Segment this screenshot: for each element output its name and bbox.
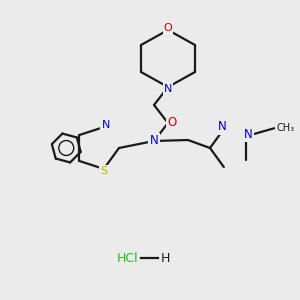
Text: N: N <box>102 120 110 130</box>
Text: N: N <box>164 84 172 94</box>
Text: N: N <box>218 121 226 134</box>
Text: S: S <box>100 166 107 176</box>
Text: HCl: HCl <box>117 251 139 265</box>
Text: N: N <box>244 128 253 141</box>
Text: N: N <box>150 134 158 148</box>
Text: CH₃: CH₃ <box>276 123 294 133</box>
Text: O: O <box>164 23 172 33</box>
Text: O: O <box>167 116 177 128</box>
Text: H: H <box>160 251 170 265</box>
